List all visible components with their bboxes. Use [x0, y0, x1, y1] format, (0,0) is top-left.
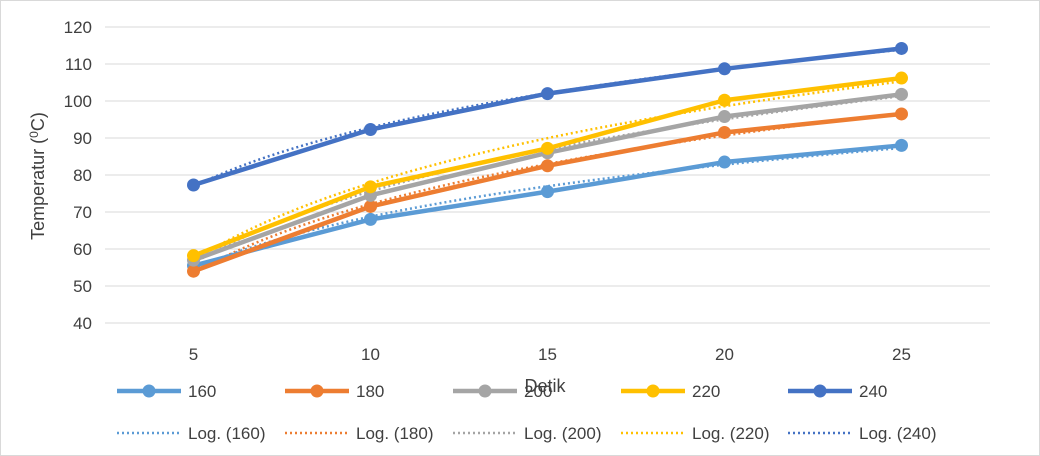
y-tick-label: 60 — [73, 240, 92, 259]
data-point — [364, 180, 377, 194]
legend-item-trend-1: Log. (180) — [285, 424, 434, 443]
y-tick-label: 90 — [73, 129, 92, 148]
trendline-220 — [192, 80, 902, 262]
legend-item-220: 220 — [621, 382, 720, 401]
series-160 — [187, 138, 908, 273]
data-point — [541, 185, 554, 199]
x-tick-label: 10 — [361, 345, 380, 364]
series-220 — [187, 71, 908, 263]
legend-trend-label: Log. (240) — [859, 424, 937, 443]
data-point — [718, 62, 731, 76]
data-point — [718, 93, 731, 107]
data-point — [895, 41, 908, 55]
legend-item-trend-3: Log. (220) — [621, 424, 770, 443]
legend-trend-label: Log. (220) — [692, 424, 770, 443]
legend-item-180: 180 — [285, 382, 384, 401]
data-point — [364, 199, 377, 213]
legend-item-trend-0: Log. (160) — [117, 424, 266, 443]
y-axis-ticks: 40 50 60 70 80 90 100 110 120 — [64, 18, 92, 333]
legend-marker — [646, 384, 660, 398]
legend-label: 160 — [188, 382, 216, 401]
y-tick-label: 50 — [73, 277, 92, 296]
x-tick-label: 20 — [715, 345, 734, 364]
legend-trend-label: Log. (180) — [356, 424, 434, 443]
data-point — [541, 141, 554, 155]
y-tick-label: 40 — [73, 314, 92, 333]
data-point — [895, 107, 908, 121]
legend: 160 180 200 220 240 Log. (160) Log. (180) Log. … — [117, 382, 937, 443]
series-240 — [187, 41, 908, 192]
legend-item-240: 240 — [788, 382, 887, 401]
data-point — [187, 264, 200, 278]
data-point — [895, 138, 908, 152]
legend-label: 240 — [859, 382, 887, 401]
legend-label: 220 — [692, 382, 720, 401]
y-tick-label: 110 — [65, 55, 92, 74]
legend-item-trend-4: Log. (240) — [788, 424, 937, 443]
data-point — [541, 159, 554, 173]
legend-marker — [142, 384, 156, 398]
data-point — [364, 212, 377, 226]
x-axis-ticks: 5 10 15 20 25 — [189, 345, 911, 364]
x-tick-label: 25 — [892, 345, 911, 364]
x-tick-label: 15 — [538, 345, 557, 364]
data-point — [541, 87, 554, 101]
series-180 — [187, 107, 908, 278]
x-axis-title: Detik — [524, 376, 566, 396]
data-point — [187, 249, 200, 263]
data-series — [187, 41, 908, 278]
legend-item-160: 160 — [117, 382, 216, 401]
legend-item-200: 200 — [453, 382, 552, 401]
legend-marker — [478, 384, 492, 398]
y-tick-label: 120 — [64, 18, 92, 37]
data-point — [718, 155, 731, 169]
legend-label: 180 — [356, 382, 384, 401]
data-point — [895, 71, 908, 85]
legend-trend-label: Log. (160) — [188, 424, 266, 443]
legend-label: 200 — [524, 382, 552, 401]
y-tick-label: 100 — [64, 92, 92, 111]
data-point — [718, 125, 731, 139]
y-tick-label: 80 — [73, 166, 92, 185]
y-tick-label: 70 — [73, 203, 92, 222]
legend-item-trend-2: Log. (200) — [453, 424, 602, 443]
data-point — [364, 122, 377, 136]
legend-marker — [813, 384, 827, 398]
data-point — [718, 110, 731, 124]
legend-marker — [310, 384, 324, 398]
y-axis-title: Temperatur (0C) — [27, 112, 48, 240]
data-point — [187, 178, 200, 192]
x-tick-label: 5 — [189, 345, 198, 364]
data-point — [895, 87, 908, 101]
legend-trend-label: Log. (200) — [524, 424, 602, 443]
